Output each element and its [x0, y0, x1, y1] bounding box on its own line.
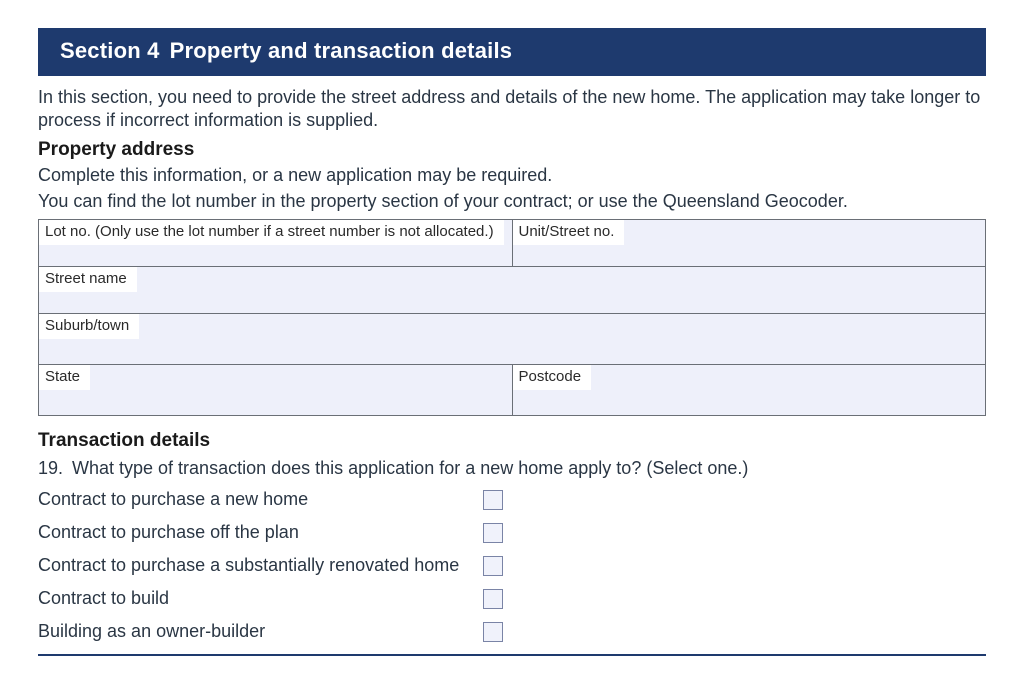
option-row: Contract to purchase a new home [38, 489, 986, 510]
field-suburb-town[interactable]: Suburb/town [39, 314, 986, 365]
transaction-question: 19.What type of transaction does this ap… [38, 458, 986, 479]
option-row: Contract to purchase off the plan [38, 522, 986, 543]
label-unit-street-no: Unit/Street no. [513, 220, 625, 245]
option-label: Contract to purchase a new home [38, 489, 483, 510]
label-postcode: Postcode [513, 365, 592, 390]
checkbox-option-3[interactable] [483, 589, 503, 609]
label-state: State [39, 365, 90, 390]
section-title: Property and transaction details [170, 38, 513, 63]
field-lot-no[interactable]: Lot no. (Only use the lot number if a st… [39, 220, 513, 267]
option-label: Contract to purchase off the plan [38, 522, 483, 543]
option-label: Contract to purchase a substantially ren… [38, 555, 483, 576]
option-row: Contract to build [38, 588, 986, 609]
label-suburb-town: Suburb/town [39, 314, 139, 339]
label-lot-no: Lot no. (Only use the lot number if a st… [39, 220, 504, 245]
checkbox-option-0[interactable] [483, 490, 503, 510]
checkbox-option-1[interactable] [483, 523, 503, 543]
section-number: Section 4 [60, 38, 160, 63]
property-note-1: Complete this information, or a new appl… [38, 163, 986, 187]
field-unit-street-no[interactable]: Unit/Street no. [512, 220, 986, 267]
checkbox-option-4[interactable] [483, 622, 503, 642]
field-postcode[interactable]: Postcode [512, 365, 986, 416]
question-number: 19. [38, 458, 72, 479]
property-note-2: You can find the lot number in the prope… [38, 189, 986, 213]
question-text: What type of transaction does this appli… [72, 458, 748, 478]
transaction-heading: Transaction details [38, 430, 986, 452]
transaction-options: Contract to purchase a new home Contract… [38, 489, 986, 642]
property-address-heading: Property address [38, 139, 986, 161]
section-divider [38, 654, 986, 656]
section-header: Section 4 Property and transaction detail… [38, 28, 986, 76]
property-address-table: Lot no. (Only use the lot number if a st… [38, 219, 986, 416]
checkbox-option-2[interactable] [483, 556, 503, 576]
field-street-name[interactable]: Street name [39, 267, 986, 314]
option-label: Building as an owner-builder [38, 621, 483, 642]
option-row: Contract to purchase a substantially ren… [38, 555, 986, 576]
option-label: Contract to build [38, 588, 483, 609]
section-intro: In this section, you need to provide the… [38, 86, 986, 133]
label-street-name: Street name [39, 267, 137, 292]
option-row: Building as an owner-builder [38, 621, 986, 642]
field-state[interactable]: State [39, 365, 513, 416]
